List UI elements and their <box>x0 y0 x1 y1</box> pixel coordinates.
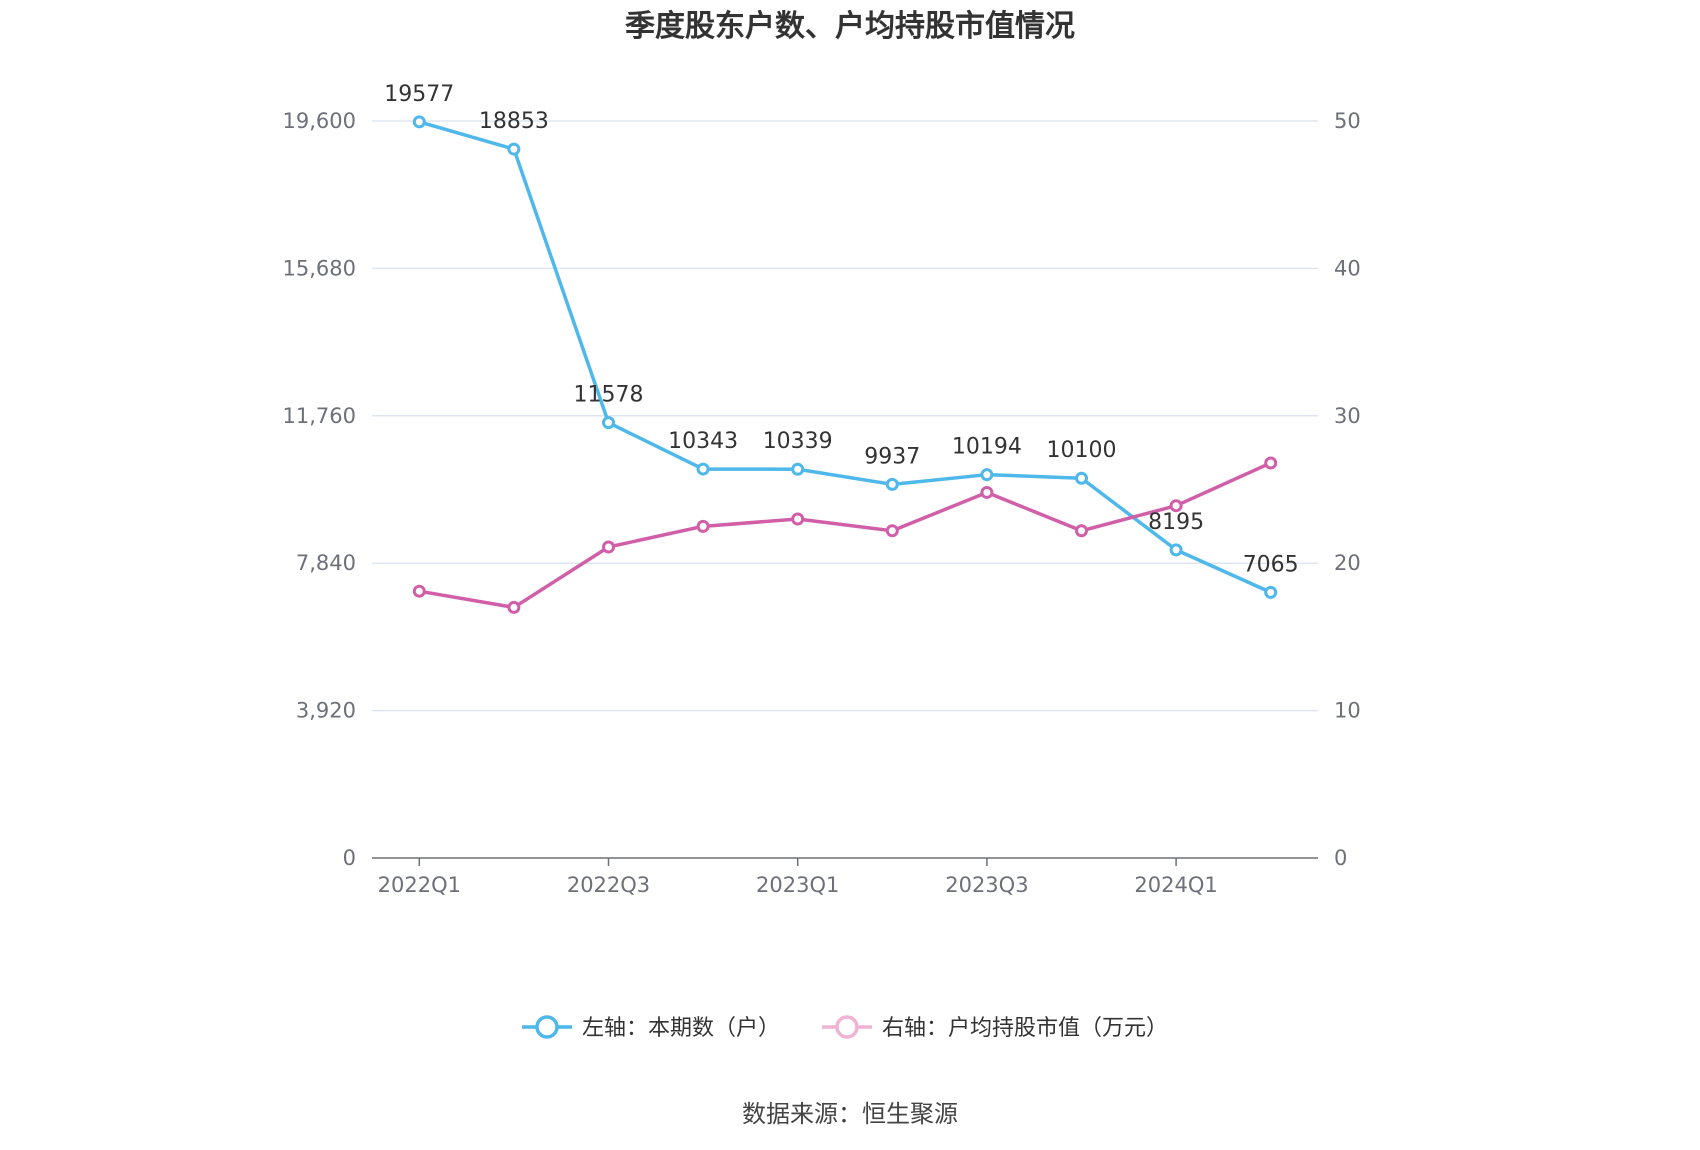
series-1-point <box>696 519 710 533</box>
right-axis-tick-label: 10 <box>1334 699 1361 723</box>
left-axis-tick-label: 19,600 <box>283 109 356 133</box>
legend-label-0: 左轴：本期数（户） <box>582 1016 780 1041</box>
right-axis-tick-label: 20 <box>1334 551 1361 575</box>
right-axis-tick-label: 50 <box>1334 109 1361 133</box>
x-axis-tick-label: 2022Q3 <box>567 873 650 897</box>
series-0-point <box>412 115 426 129</box>
series-0-point <box>885 477 899 491</box>
left-axis-tick-label: 0 <box>343 846 356 870</box>
series-0-point <box>602 416 615 430</box>
grid-lines <box>372 120 1318 712</box>
series-0-point <box>696 462 710 476</box>
data-label: 10339 <box>763 429 833 454</box>
series-1-point <box>602 540 615 554</box>
x-axis-tick-label: 2022Q1 <box>378 873 461 897</box>
series-0-point <box>1264 585 1278 599</box>
right-axis-tick-label: 30 <box>1334 404 1361 428</box>
series-0-point <box>791 462 805 476</box>
series-1-point <box>980 485 994 499</box>
series-line-1 <box>419 461 1272 610</box>
series-1-point <box>507 600 521 614</box>
data-labels: 19577 18853 11578 10343 10339 9937 10194 10100 8… <box>384 82 1298 577</box>
legend-swatch-marker-0 <box>535 1015 559 1039</box>
data-label: 18853 <box>479 109 549 134</box>
legend[interactable]: 左轴：本期数（户） 右轴：户均持股市值（万元） <box>522 1015 1168 1041</box>
series-0-point <box>980 468 994 482</box>
left-axis-tick-label: 15,680 <box>283 256 356 280</box>
data-label: 11578 <box>574 383 644 408</box>
series-1-point <box>1264 456 1278 470</box>
legend-label-1: 右轴：户均持股市值（万元） <box>882 1016 1168 1041</box>
left-axis-tick-label: 11,760 <box>283 404 356 428</box>
data-label: 10194 <box>952 435 1022 460</box>
x-axis-tick-label: 2023Q3 <box>945 873 1028 897</box>
left-axis-tick-label: 3,920 <box>296 699 356 723</box>
series-0-point <box>507 142 521 156</box>
data-label: 7065 <box>1243 552 1299 577</box>
data-label: 19577 <box>384 82 454 107</box>
data-source: 数据来源：恒生聚源 <box>742 1100 958 1128</box>
data-label: 8195 <box>1148 510 1204 535</box>
left-axis-tick-label: 7,840 <box>296 551 356 575</box>
series-1-point <box>412 584 426 598</box>
series-1-point <box>885 524 899 538</box>
series-1-point <box>791 512 805 526</box>
right-axis-tick-label: 0 <box>1334 846 1347 870</box>
series-0-point <box>1075 471 1088 485</box>
x-axis-tick-label: 2024Q1 <box>1134 873 1217 897</box>
x-axis-tick-label: 2023Q1 <box>756 873 839 897</box>
legend-swatch-marker-1 <box>835 1015 859 1039</box>
series <box>412 115 1278 614</box>
series-1-point <box>1075 524 1088 538</box>
chart-title: 季度股东户数、户均持股市值情况 <box>625 9 1075 44</box>
data-label: 9937 <box>864 444 920 469</box>
axes: 0 3,920 7,840 11,760 15,680 19,600 0 10 20 30 40 50… <box>283 109 1361 897</box>
series-line-0 <box>418 120 1272 594</box>
series-0-point <box>1169 543 1183 557</box>
data-label: 10343 <box>668 429 738 454</box>
series-1-point <box>1169 499 1183 513</box>
data-label: 10100 <box>1047 438 1117 463</box>
right-axis-tick-label: 40 <box>1334 256 1361 280</box>
